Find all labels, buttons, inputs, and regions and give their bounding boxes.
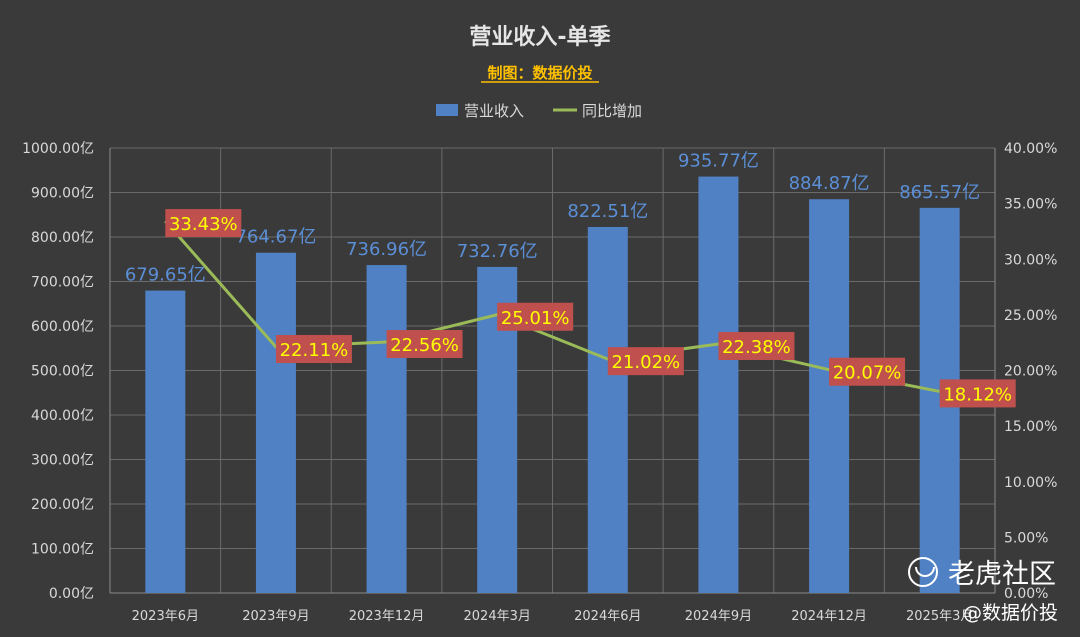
bar-data-label: 732.76亿: [457, 241, 538, 262]
line-data-label: 18.12%: [943, 384, 1012, 405]
x-tick-label: 2024年12月: [791, 609, 867, 624]
bar: [809, 199, 850, 593]
legend-bar-label: 营业收入: [464, 102, 524, 120]
line-data-label: 21.02%: [611, 352, 680, 373]
bar-data-label: 884.87亿: [789, 173, 870, 194]
line-data-label: 22.38%: [722, 337, 791, 358]
y-left-tick-label: 400.00亿: [31, 408, 94, 424]
line-data-label-box: [829, 357, 906, 386]
x-tick-label: 2024年6月: [574, 609, 641, 624]
x-tick-label: 2023年6月: [132, 609, 199, 624]
y-right-tick-label: 35.00%: [1004, 197, 1057, 213]
y-left-tick-label: 500.00亿: [31, 364, 94, 380]
bar: [145, 290, 186, 593]
y-left-tick-label: 0.00亿: [49, 586, 94, 602]
bar: [255, 252, 296, 593]
watermark: 老虎社区: [908, 552, 1056, 591]
bar: [366, 265, 407, 593]
legend-line-label: 同比增加: [582, 102, 642, 120]
y-right-tick-label: 25.00%: [1004, 308, 1057, 324]
bar-data-label: 764.67亿: [235, 227, 316, 248]
y-right-tick-label: 15.00%: [1004, 419, 1057, 435]
x-tick-label: 2024年9月: [685, 609, 752, 624]
line-data-label-box: [275, 335, 352, 364]
y-right-tick-label: 0.00%: [1004, 586, 1048, 602]
y-left-tick-label: 200.00亿: [31, 497, 94, 513]
watermark-brand: 老虎社区: [948, 559, 1056, 590]
bar: [587, 226, 628, 594]
y-right-tick-label: 40.00%: [1004, 141, 1057, 157]
y-left-tick-label: 1000.00亿: [22, 141, 94, 157]
bar-data-label: 736.96亿: [346, 239, 427, 260]
line-data-label-box: [718, 332, 795, 361]
watermark-handle: @数据价投: [962, 602, 1058, 624]
line-data-label-box: [497, 302, 574, 331]
line-data-label: 20.07%: [833, 363, 902, 384]
y-left-tick-label: 600.00亿: [31, 319, 94, 335]
chart-subtitle: 制图：数据价投: [487, 64, 592, 82]
x-tick-label: 2024年3月: [464, 609, 531, 624]
line-data-label-box: [607, 347, 684, 376]
line-data-label: 22.56%: [390, 335, 459, 356]
line-data-label-box: [939, 379, 1016, 408]
y-right-tick-label: 5.00%: [1004, 530, 1048, 546]
line-data-label-box: [165, 209, 242, 238]
y-left-tick-label: 800.00亿: [31, 230, 94, 246]
line-data-label-box: [386, 330, 463, 359]
y-left-tick-label: 700.00亿: [31, 275, 94, 291]
x-tick-label: 2025年3月: [906, 609, 973, 624]
line-data-label: 22.11%: [280, 340, 349, 361]
x-tick-label: 2023年9月: [242, 609, 309, 624]
bar-data-label: 822.51亿: [567, 201, 648, 222]
y-right-tick-label: 20.00%: [1004, 364, 1057, 380]
chart-title: 营业收入-单季: [469, 24, 610, 50]
legend-bar-swatch: [436, 104, 458, 116]
y-right-tick-label: 10.00%: [1004, 475, 1057, 491]
y-left-tick-label: 100.00亿: [31, 542, 94, 558]
y-right-tick-label: 30.00%: [1004, 252, 1057, 268]
bar-data-label: 935.77亿: [678, 151, 759, 172]
tiger-logo-icon: [908, 556, 938, 587]
line-data-label: 25.01%: [501, 308, 570, 329]
y-left-tick-label: 300.00亿: [31, 453, 94, 469]
bar: [698, 176, 739, 594]
bar-data-label: 865.57亿: [899, 182, 980, 203]
bar-data-label: 679.65亿: [125, 265, 206, 286]
x-tick-label: 2023年12月: [349, 609, 425, 624]
line-data-label: 33.43%: [169, 214, 238, 235]
y-left-tick-label: 900.00亿: [31, 186, 94, 202]
